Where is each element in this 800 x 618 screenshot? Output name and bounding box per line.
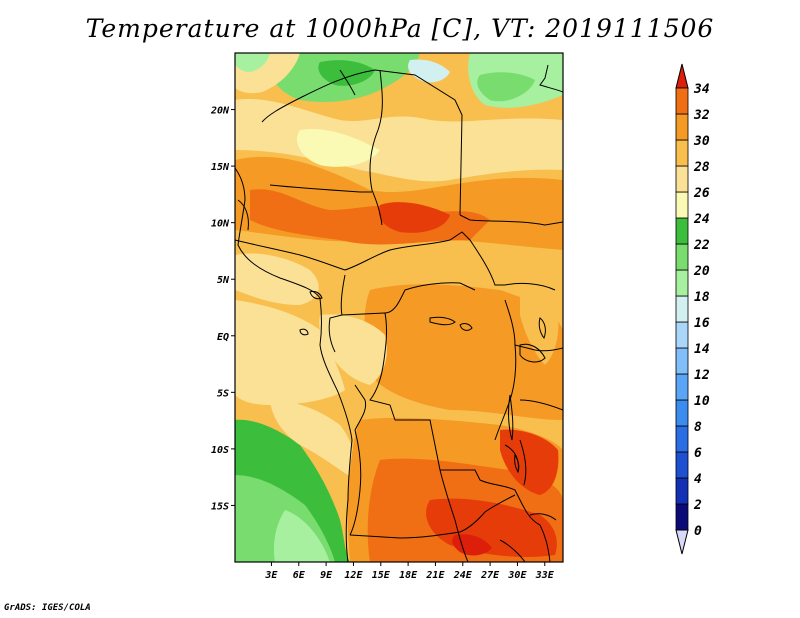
colorbar-swatch bbox=[675, 243, 689, 271]
x-tick-label: 21E bbox=[425, 570, 445, 581]
colorbar-over-triangle bbox=[675, 63, 689, 89]
colorbar-swatch bbox=[675, 269, 689, 297]
colorbar-swatch bbox=[675, 477, 689, 505]
colorbar-swatch bbox=[675, 295, 689, 323]
y-tick-label: EQ bbox=[217, 332, 229, 343]
colorbar-label: 28 bbox=[693, 160, 710, 175]
colorbar-label: 2 bbox=[693, 498, 702, 513]
x-tick-label: 27E bbox=[480, 570, 500, 581]
colorbar-label: 26 bbox=[693, 186, 710, 201]
colorbar-swatch bbox=[675, 347, 689, 375]
colorbar-label: 16 bbox=[694, 316, 710, 331]
map-title: Temperature at 1000hPa [C], VT: 20191115… bbox=[85, 14, 715, 43]
y-tick-label: 5N bbox=[217, 275, 230, 286]
colorbar-under-triangle bbox=[675, 529, 689, 555]
colorbar-label: 10 bbox=[694, 394, 710, 409]
map-frame bbox=[234, 52, 564, 563]
y-axis: 20N 15N 10N 5N EQ 5S 10S 15S bbox=[210, 106, 235, 512]
colorbar-label: 12 bbox=[694, 368, 710, 383]
x-tick-label: 33E bbox=[535, 570, 555, 581]
x-tick-label: 30E bbox=[507, 570, 527, 581]
colorbar-label: 22 bbox=[693, 238, 710, 253]
colorbar-swatch bbox=[675, 321, 689, 349]
colorbar-swatch bbox=[675, 139, 689, 167]
x-tick-label: 3E bbox=[264, 570, 278, 581]
x-tick-label: 24E bbox=[453, 570, 473, 581]
colorbar-swatch bbox=[675, 165, 689, 193]
temperature-field bbox=[235, 53, 563, 562]
colorbar-label: 34 bbox=[693, 82, 710, 97]
colorbar-swatch bbox=[675, 399, 689, 427]
colorbar-swatch bbox=[675, 451, 689, 479]
x-tick-label: 9E bbox=[320, 570, 333, 581]
y-tick-label: 10N bbox=[211, 219, 230, 230]
x-tick-label: 6E bbox=[293, 570, 306, 581]
country-borders bbox=[235, 64, 563, 562]
y-tick-label: 20N bbox=[210, 106, 230, 117]
colorbar-label: 14 bbox=[694, 342, 710, 357]
y-tick-label: 15S bbox=[211, 501, 229, 512]
x-tick-label: 18E bbox=[399, 570, 418, 581]
colorbar-label: 32 bbox=[693, 108, 710, 123]
colorbar-label: 30 bbox=[693, 134, 710, 149]
grads-credit: GrADS: IGES/COLA bbox=[4, 603, 91, 613]
y-tick-label: 5S bbox=[217, 388, 229, 399]
colorbar-label: 8 bbox=[694, 420, 702, 435]
y-tick-label: 15N bbox=[211, 162, 230, 173]
colorbar-swatch bbox=[675, 191, 689, 219]
colorbar-label: 6 bbox=[694, 446, 702, 461]
colorbar-swatch bbox=[675, 113, 689, 141]
y-tick-label: 10S bbox=[211, 445, 229, 456]
colorbar-swatch bbox=[675, 87, 689, 115]
colorbar-label: 0 bbox=[694, 524, 702, 539]
colorbar-swatch bbox=[675, 373, 689, 401]
colorbar-swatch bbox=[675, 217, 689, 245]
colorbar-label: 24 bbox=[693, 212, 710, 227]
colorbar-label: 18 bbox=[694, 290, 710, 305]
colorbar-swatch bbox=[675, 503, 689, 531]
x-tick-label: 12E bbox=[344, 570, 363, 581]
x-axis: 3E 6E 9E 12E 15E 18E 21E 24E 27E 30E 33E bbox=[264, 562, 555, 581]
colorbar-swatch bbox=[675, 425, 689, 453]
colorbar-label: 4 bbox=[694, 472, 702, 487]
colorbar-label: 20 bbox=[693, 264, 710, 279]
x-tick-label: 15E bbox=[372, 570, 391, 581]
